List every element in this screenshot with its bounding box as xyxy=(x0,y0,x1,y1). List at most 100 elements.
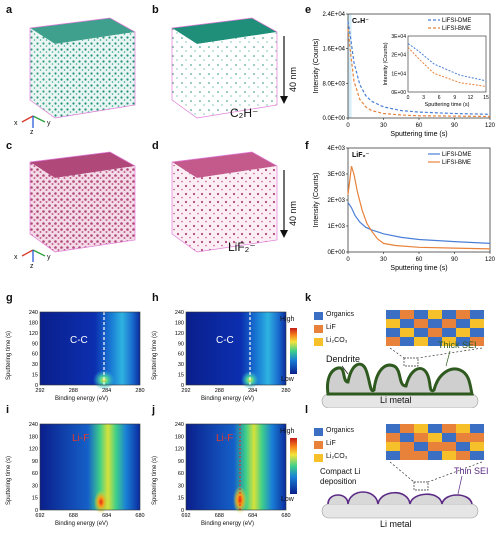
inset-y-tick-label: 2E+04 xyxy=(391,53,406,59)
heatmap-y-tick-label: 15 xyxy=(32,496,38,502)
heatmap-x-tick-label: 288 xyxy=(215,388,224,394)
heatmap-j xyxy=(185,423,287,514)
axis-x-bottom: x xyxy=(14,254,18,261)
depth-arrow-top xyxy=(280,36,288,104)
label-lif-j: Li-F xyxy=(216,433,234,444)
axis-y-bottom: y xyxy=(47,254,51,261)
li-metal-label-k: Li metal xyxy=(380,395,412,405)
chart-e-plot: 0.0E+008.0E+031.6E+042.4E+040 30 60 90 120Sp… xyxy=(313,12,496,138)
chart-e: 0.0E+008.0E+031.6E+042.4E+040 30 60 90 120Sp… xyxy=(313,12,496,138)
inset-y-tick-label: 0E+00 xyxy=(391,90,406,96)
heatmap-x-tick-label: 684 xyxy=(248,513,257,519)
heatmap-y-tick-label: 240 xyxy=(175,422,184,428)
heatmap-x-tick-label: 688 xyxy=(215,513,224,519)
heatmap-y-tick-label: 90 xyxy=(178,459,184,465)
ion-label-c2h: C₂H⁻ xyxy=(230,106,259,120)
x-tick-label: 60 xyxy=(416,257,423,263)
heatmap-x-tick-label: 288 xyxy=(69,388,78,394)
legend-swatch-li2co3-l xyxy=(314,454,323,462)
heatmap-i xyxy=(39,423,141,514)
heatmap-x-tick-label: 280 xyxy=(281,388,290,394)
panel-label-c: c xyxy=(6,140,13,152)
heatmap-x-tick-label: 692 xyxy=(35,513,44,519)
highlight-region xyxy=(348,14,352,118)
inset-series-lifsi-dme xyxy=(407,43,487,82)
heatmap-x-tick-label: 284 xyxy=(102,388,111,394)
series-line-lifsi-bme xyxy=(347,28,491,118)
depth-label-top: 40 nm xyxy=(288,66,298,92)
panel-label-a: a xyxy=(6,4,13,16)
depth-arrow-bottom xyxy=(280,170,288,238)
li-metal-label-l: Li metal xyxy=(380,519,412,529)
heatmap-y-tick-label: 0 xyxy=(181,508,184,514)
y-tick-label: 2E+03 xyxy=(327,198,345,204)
heatmap-y-tick-label: 15 xyxy=(32,373,38,379)
heatmap-y-tick-label: 60 xyxy=(178,471,184,477)
volume-c-lif2-dme xyxy=(29,151,136,253)
panel-label-e: e xyxy=(305,4,312,16)
heatmap-x-tick-label: 684 xyxy=(102,513,111,519)
heatmap-y-tick-label: 30 xyxy=(178,362,184,368)
panel-label-g: g xyxy=(6,292,13,304)
legend-organics-l: Organics xyxy=(326,427,355,434)
heatmap-x-tick-label: 692 xyxy=(181,513,190,519)
inset-series-lifsi-bme xyxy=(407,46,487,87)
heatmap-y-tick-label: 0 xyxy=(181,383,184,389)
schematic-k xyxy=(314,310,484,408)
x-tick-label: 120 xyxy=(485,257,496,263)
schematic-l xyxy=(314,424,484,519)
colorbar-bottom xyxy=(290,438,297,494)
y-tick-label: 0E+00 xyxy=(327,250,345,256)
axis-triad-top xyxy=(21,115,46,128)
dendrite-label: Dendrite xyxy=(326,354,361,364)
sei-mosaic-l xyxy=(386,424,484,460)
volume-b-c2h-bme xyxy=(171,17,278,119)
legend-swatch-li2co3-k xyxy=(314,338,323,346)
x-tick-label: 30 xyxy=(380,257,387,263)
x-tick-label: 0 xyxy=(346,257,350,263)
x-axis-label: Sputtering time (s) xyxy=(390,265,447,272)
heatmap-y-tick-label: 180 xyxy=(29,320,38,326)
heatmap-y-tick-label: 30 xyxy=(32,483,38,489)
compact-li-shape xyxy=(327,491,473,505)
xlabel-i: Binding energy (eV) xyxy=(55,521,109,527)
x-tick-label: 30 xyxy=(380,123,387,129)
heatmap-y-tick-label: 120 xyxy=(29,447,38,453)
heatmap-g xyxy=(39,311,141,390)
inset-x-tick-label: 15 xyxy=(483,95,489,101)
heatmap-y-tick-label: 0 xyxy=(35,383,38,389)
inset-x-tick-label: 6 xyxy=(438,95,441,101)
inset-x-tick-label: 0 xyxy=(407,95,410,101)
heatmap-x-tick-label: 284 xyxy=(248,388,257,394)
y-tick-label: 2.4E+04 xyxy=(322,12,345,18)
sei-mosaic-k xyxy=(386,310,484,346)
colorbar-top-low: Low xyxy=(281,376,294,383)
panel-label-h: h xyxy=(152,292,159,304)
x-tick-label: 120 xyxy=(485,123,496,129)
heatmap-y-tick-label: 180 xyxy=(29,434,38,440)
panel-label-f: f xyxy=(305,140,309,152)
legend-lif-k: LiF xyxy=(326,324,336,331)
panel-label-i: i xyxy=(6,404,10,416)
chart-f-plot: 0E+00 1E+03 2E+03 3E+03 4E+03 0 30 60 90 120 Sputt… xyxy=(313,146,496,272)
axis-x-top: x xyxy=(14,120,18,127)
legend-swatch-lif-l xyxy=(314,441,323,449)
legend-swatch-organics-l xyxy=(314,428,323,436)
heatmap-y-tick-label: 180 xyxy=(175,320,184,326)
panel-label-j: j xyxy=(152,404,156,416)
ylabel-h: Sputtering time (s) xyxy=(152,330,158,380)
legend-swatch-lif-k xyxy=(314,325,323,333)
legend-label: LiFSI-DME xyxy=(442,18,471,24)
ylabel-j: Sputtering time (s) xyxy=(152,455,158,505)
colorbar-bottom-high: High xyxy=(280,428,295,435)
xlabel-j: Binding energy (eV) xyxy=(201,521,255,527)
dendrite-shape xyxy=(326,362,474,396)
heatmaps: 0 15 30 60 90 120 180 240 292 288 284 280 0 15 30 60 90 1… xyxy=(29,310,297,519)
thin-sei-label: Thin SEI xyxy=(454,466,489,476)
heatmap-y-tick-label: 30 xyxy=(32,362,38,368)
y-axis-label: Intensity (Counts) xyxy=(313,173,320,228)
x-tick-label: 90 xyxy=(451,123,458,129)
depth-label-bottom: 40 nm xyxy=(288,200,298,226)
xlabel-h: Binding energy (eV) xyxy=(201,396,255,402)
axis-triad-bottom xyxy=(21,249,46,262)
